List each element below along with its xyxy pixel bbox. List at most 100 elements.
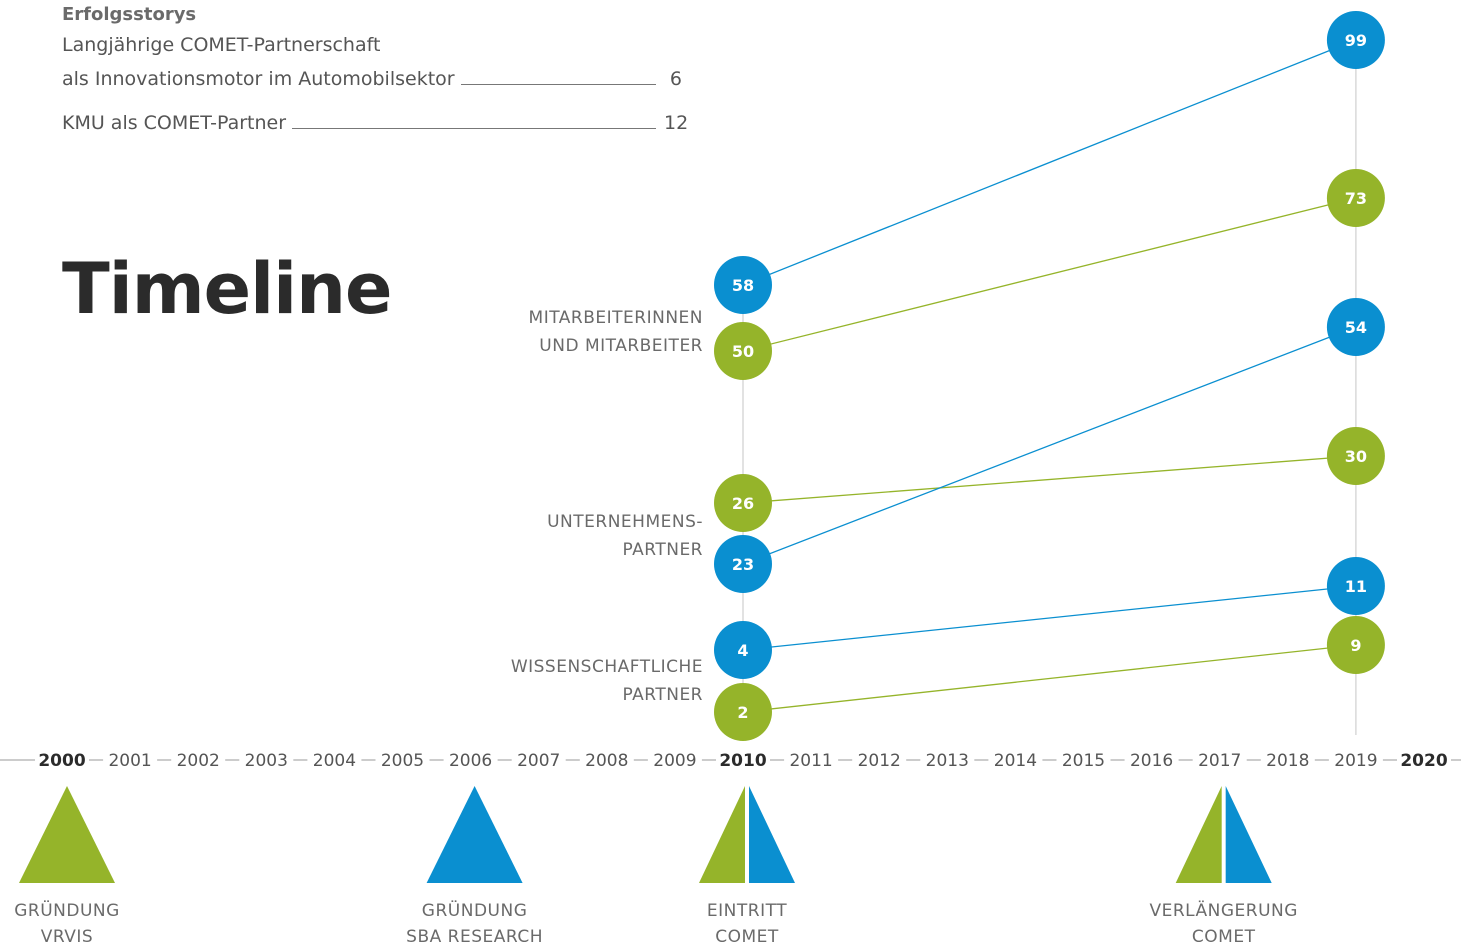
milestone-label-line: EINTRITT [706,901,788,921]
milestone-label-2010: EINTRITT COMET [637,898,857,950]
year-label-2019: 2019 [1334,751,1377,771]
year-label-2013: 2013 [926,751,969,771]
year-label-bg [443,748,498,772]
year-label-bg [1260,748,1315,772]
year-label-bg [307,748,362,772]
milestone-triangle-left-2017 [1175,786,1222,883]
year-label-bg [716,748,770,772]
value-label-science-2019: 9 [1350,636,1361,655]
value-bubble-science-2010 [714,621,772,679]
value-label-companies-2019: 30 [1345,447,1367,466]
milestone-label-line: SBA RESEARCH [406,927,543,947]
year-label-bg [988,748,1043,772]
year-label-bg [103,748,158,772]
year-label-2006: 2006 [449,751,492,771]
year-label-2012: 2012 [858,751,901,771]
value-bubble-science-2019 [1326,557,1385,615]
value-bubble-staff-2019 [1326,11,1385,69]
series-line-science-green [742,644,1356,713]
row-label-line: UNTERNEHMENS- [547,512,703,532]
year-label-bg [171,748,226,772]
year-label-bg [375,748,430,772]
value-bubble-science-2010 [714,683,772,741]
value-bubble-staff-2010 [714,322,772,380]
value-bubble-companies-2019 [1326,298,1385,356]
year-label-2010: 2010 [719,751,766,771]
milestone-label-line: VRVIS [40,927,94,947]
series-line-companies-green [742,455,1356,504]
milestone-label-line: COMET [715,927,779,947]
value-label-science-2010: 2 [737,703,748,722]
page-title: Timeline [62,248,392,330]
value-label-staff-2019: 73 [1345,189,1367,208]
toc-leader-line [292,128,656,129]
value-bubble-staff-2010 [714,256,772,314]
year-label-2005: 2005 [381,751,424,771]
year-label-2009: 2009 [653,751,696,771]
value-bubble-science-2019 [1326,616,1385,674]
toc-entry-line: KMU als COMET-Partner [62,112,287,134]
milestone-triangle-left-2010 [699,786,745,883]
toc-entry-automotive[interactable]: Langjährige COMET-Partnerschaft als Inno… [62,28,682,96]
toc-entry-line: Langjährige COMET-Partnerschaft [62,34,381,56]
year-label-bg [511,748,566,772]
year-label-2014: 2014 [994,751,1037,771]
row-label-line: PARTNER [622,540,703,560]
year-label-bg [579,748,634,772]
year-label-2004: 2004 [313,751,356,771]
milestone-label-line: GRÜNDUNG [14,901,120,921]
row-label-line: MITARBEITERINNEN [528,308,703,328]
row-label-science: WISSENSCHAFTLICHE PARTNER [511,653,703,709]
value-bubble-companies-2010 [714,474,772,532]
milestone-triangle-2000 [19,786,115,883]
value-label-companies-2019: 54 [1345,318,1367,337]
milestone-triangle-right-2010 [749,786,795,883]
milestone-triangle-right-2017 [1225,786,1272,883]
year-label-bg [920,748,975,772]
value-label-companies-2010: 23 [732,555,754,574]
year-label-bg [784,748,839,772]
toc-heading: Erfolgsstorys [62,4,197,25]
year-label-bg [1124,748,1179,772]
year-label-bg [852,748,907,772]
value-label-companies-2010: 26 [732,494,754,513]
toc-entry-line: als Innovationsmotor im Automobilsektor [62,68,455,90]
milestone-label-2000: GRÜNDUNG VRVIS [0,898,177,950]
milestone-label-line: COMET [1191,927,1256,947]
year-label-2015: 2015 [1062,751,1105,771]
value-label-science-2019: 11 [1345,577,1367,596]
toc-leader-line [460,84,656,85]
year-label-2020: 2020 [1400,751,1447,771]
series-line-staff-green [742,197,1357,352]
year-label-bg [1328,748,1383,772]
row-label-staff: MITARBEITERINNEN UND MITARBEITER [529,304,703,360]
year-label-bg [1056,748,1111,772]
series-line-science-blue [742,585,1356,651]
year-label-2017: 2017 [1198,751,1241,771]
year-label-2016: 2016 [1130,751,1173,771]
year-label-bg [239,748,294,772]
row-label-companies: UNTERNEHMENS- PARTNER [547,508,703,564]
value-bubble-companies-2010 [714,535,772,593]
year-label-2008: 2008 [585,751,628,771]
series-line-companies-blue [742,326,1357,565]
series-line-staff-blue [742,39,1357,286]
value-bubble-staff-2019 [1326,169,1385,227]
milestone-label-line: VERLÄNGERUNG [1149,901,1298,921]
year-label-bg [647,748,702,772]
milestone-triangle-2006 [426,786,523,883]
toc-page-number: 6 [669,68,682,90]
year-label-bg [1397,748,1451,772]
year-label-2001: 2001 [108,751,151,771]
row-label-line: WISSENSCHAFTLICHE [510,657,703,677]
value-bubble-companies-2019 [1326,427,1385,485]
year-label-bg [1192,748,1247,772]
milestone-label-line: GRÜNDUNG [421,901,528,921]
year-label-bg [35,748,89,772]
value-label-staff-2019: 99 [1345,31,1367,50]
value-label-staff-2010: 50 [732,342,754,361]
year-label-2002: 2002 [177,751,220,771]
value-label-science-2010: 4 [737,641,748,660]
year-label-2018: 2018 [1266,751,1309,771]
